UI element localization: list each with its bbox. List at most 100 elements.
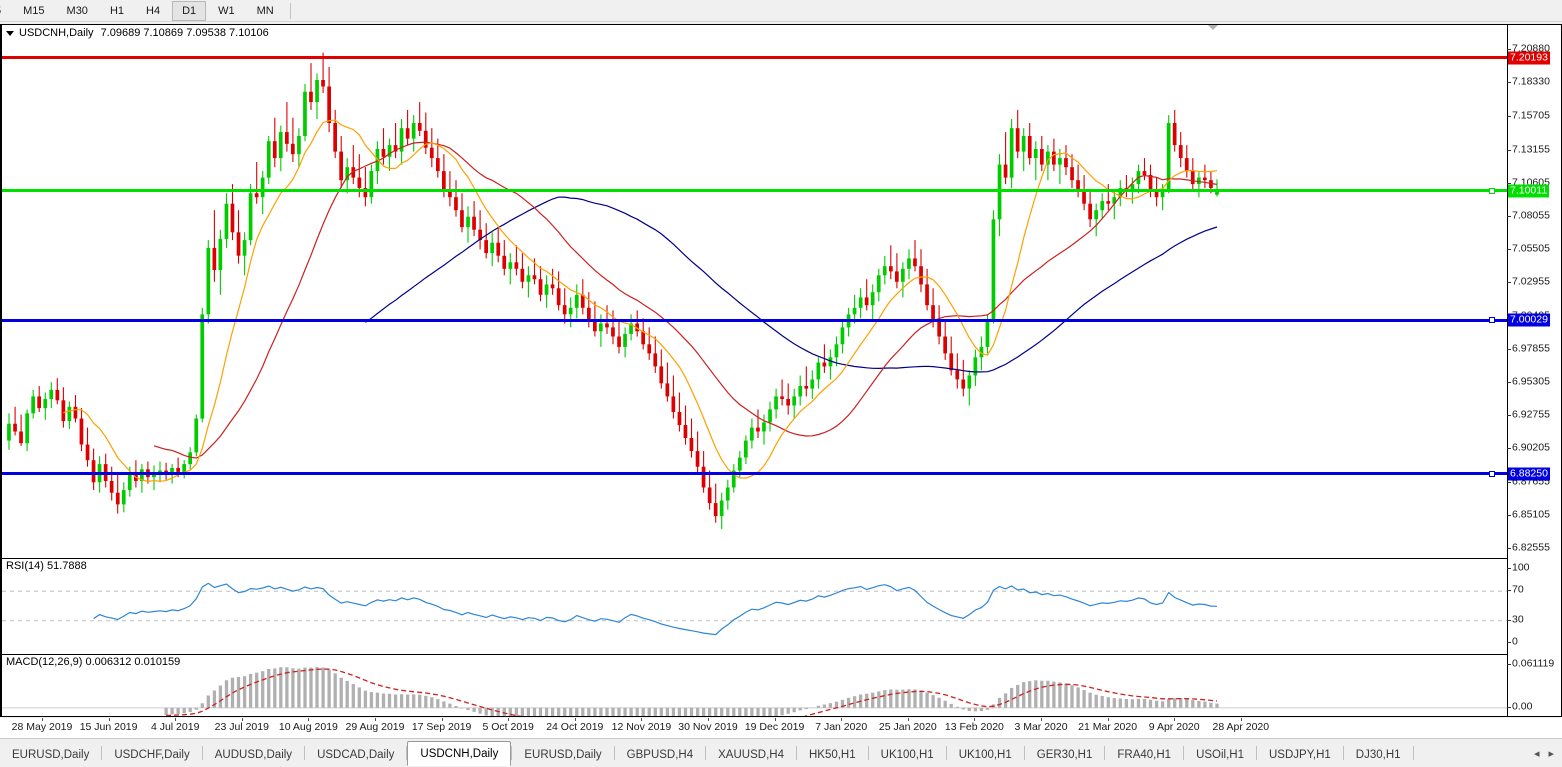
date-tick-mark [375,718,376,721]
chart-canvas[interactable]: USDCNH,Daily 7.09689 7.10869 7.09538 7.1… [0,24,1562,717]
level-line-current-green[interactable] [2,189,1507,193]
toolbar-divider [289,2,291,19]
chart-tab-bar: EURUSD,Daily USDCHF,Daily AUDUSD,Daily USDC… [0,738,1562,767]
price-flag-current-green: 7.10011 [1508,184,1550,198]
ohlc-values: 7.09689 7.10869 7.09538 7.10106 [100,27,269,39]
chart-tab-usdchf-daily[interactable]: USDCHF,Daily [114,749,190,761]
timeframe-button-h4[interactable]: H4 [146,4,161,17]
timeframe-button-h1[interactable]: H1 [109,4,124,17]
price-tick-label: 7.13155 [1512,143,1550,156]
tab-divider [613,746,615,760]
date-tick-mark [241,718,243,721]
price-tick-mark [1507,481,1511,483]
date-axis[interactable]: 28 May 2019 15 Jun 2019 4 Jul 2019 23 Jul 2… [0,718,1562,738]
macd-tick-label: 0.061119 [1512,657,1555,670]
tab-divider [705,746,707,760]
price-tick-label: 7.15705 [1512,109,1550,122]
level-line-support-blue-1[interactable] [2,318,1507,322]
rsi-plot [2,582,1507,636]
date-tick-label: 7 Jan 2020 [815,721,868,733]
chart-tab-dj30-h1[interactable]: DJ30,H1 [1355,749,1401,761]
price-tick-label: 6.97855 [1512,342,1550,355]
price-pane[interactable] [2,43,1507,555]
date-tick-mark [974,718,976,721]
timeframe-button-mn[interactable]: MN [256,4,274,17]
chart-tab-eurusd-daily[interactable]: EURUSD,Daily [524,749,602,761]
timeframe-button-d1[interactable]: D1 [172,0,207,21]
chart-tab-usdcnh-daily[interactable]: USDCNH,Daily [407,741,512,766]
macd-tick-mark [1507,664,1511,665]
tabbar-scroll-arrows: ◂ ▸ [1526,739,1562,767]
timeframe-button-m30[interactable]: M30 [66,4,88,17]
date-tick-label: 29 Aug 2019 [345,721,405,733]
date-tick-label: 4 Jul 2019 [150,721,200,733]
level-line-support-blue-2[interactable] [2,472,1507,476]
date-tick-label: 5 Oct 2019 [482,721,534,733]
tab-divider [1023,746,1025,760]
price-tick-label: 7.05505 [1512,242,1550,255]
chart-tab-eurusd-daily[interactable]: EURUSD,Daily [12,749,90,761]
chart-tab-audusd-daily[interactable]: AUDUSD,Daily [214,749,293,761]
tab-divider [1256,746,1257,760]
chart-tab-uk100-h1[interactable]: UK100,H1 [958,749,1012,761]
tab-divider [945,746,947,760]
level-line-resistance-red[interactable] [2,56,1507,60]
rsi-tick-label: 0 [1512,635,1518,648]
tab-divider [304,746,306,760]
tab-divider [795,746,797,760]
price-tick-mark [1507,82,1511,84]
chart-tab-gbpusd-h4[interactable]: GBPUSD,H4 [626,749,694,761]
chart-tab-uk100-h1[interactable]: UK100,H1 [880,749,934,761]
level-handle-current-green[interactable] [1489,187,1495,194]
timeframe-toolbar: 5 M15 M30 H1 H4 D1 W1 MN [0,0,1562,22]
macd-tick-label: 0.00 [1512,700,1533,713]
chart-scroll-marker-icon[interactable] [1208,25,1218,30]
price-tick-mark [1507,116,1511,118]
chart-tab-usdjpy-h1[interactable]: USDJPY,H1 [1269,749,1331,761]
rsi-tick-label: 30 [1512,613,1524,626]
rsi-tick-label: 100 [1512,561,1530,574]
timeframe-button-m15[interactable]: M15 [23,4,45,17]
price-tick-label: 6.90205 [1512,441,1550,454]
rsi-tick-mark [1507,642,1511,643]
chart-tab-usdcad-daily[interactable]: USDCAD,Daily [317,749,395,761]
price-tick-mark [1507,381,1511,383]
price-tick-mark [1507,514,1511,516]
rsi-tick-label: 70 [1512,583,1524,596]
macd-label: MACD(12,26,9) 0.006312 0.010159 [6,656,181,668]
date-tick-mark [441,718,443,721]
level-handle-support-blue-2[interactable] [1489,470,1495,477]
chart-symbol-label: USDCNH,Daily [19,27,94,39]
date-tick-mark [175,718,177,721]
date-tick-label: 13 Feb 2020 [944,721,1004,733]
macd-plot [2,667,1507,716]
date-tick-label: 21 Mar 2020 [1078,721,1138,733]
macd-pane[interactable]: MACD(12,26,9) 0.006312 0.010159 [2,654,1507,716]
level-handle-support-blue-1[interactable] [1489,317,1495,324]
price-tick-label: 7.02955 [1512,275,1550,288]
rsi-pane[interactable]: RSI(14) 51.7888 [2,558,1507,653]
chart-tab-fra40-h1[interactable]: FRA40,H1 [1117,749,1172,761]
chart-tab-usoil-h1[interactable]: USOil,H1 [1196,749,1244,761]
chart-tab-hk50-h1[interactable]: HK50,H1 [808,749,856,761]
date-tick-label: 30 Nov 2019 [678,721,738,733]
price-axis-background[interactable] [1508,25,1561,716]
price-tick-mark [1507,548,1511,549]
timeframe-button-5[interactable]: 5 [0,1,11,21]
date-tick-mark [574,718,576,721]
scroll-right-icon[interactable]: ▸ [1548,747,1554,760]
price-tick-mark [1507,149,1511,151]
date-tick-label: 3 Mar 2020 [1014,721,1068,733]
chart-tab-ger30-h1[interactable]: GER30,H1 [1036,749,1093,761]
tab-divider [1342,746,1344,760]
tabbar-spacer [1414,739,1526,767]
scroll-left-icon[interactable]: ◂ [1533,747,1540,760]
triangle-down-icon[interactable] [6,30,14,36]
chart-tab-xauusd-h4[interactable]: XAUUSD,H4 [718,749,784,761]
price-tick-label: 6.82555 [1512,541,1550,554]
date-tick-mark [1174,718,1176,721]
timeframe-button-w1[interactable]: W1 [218,4,235,17]
price-tick-mark [1507,415,1511,417]
date-tick-mark [708,718,709,721]
rsi-tick-mark [1507,568,1511,569]
